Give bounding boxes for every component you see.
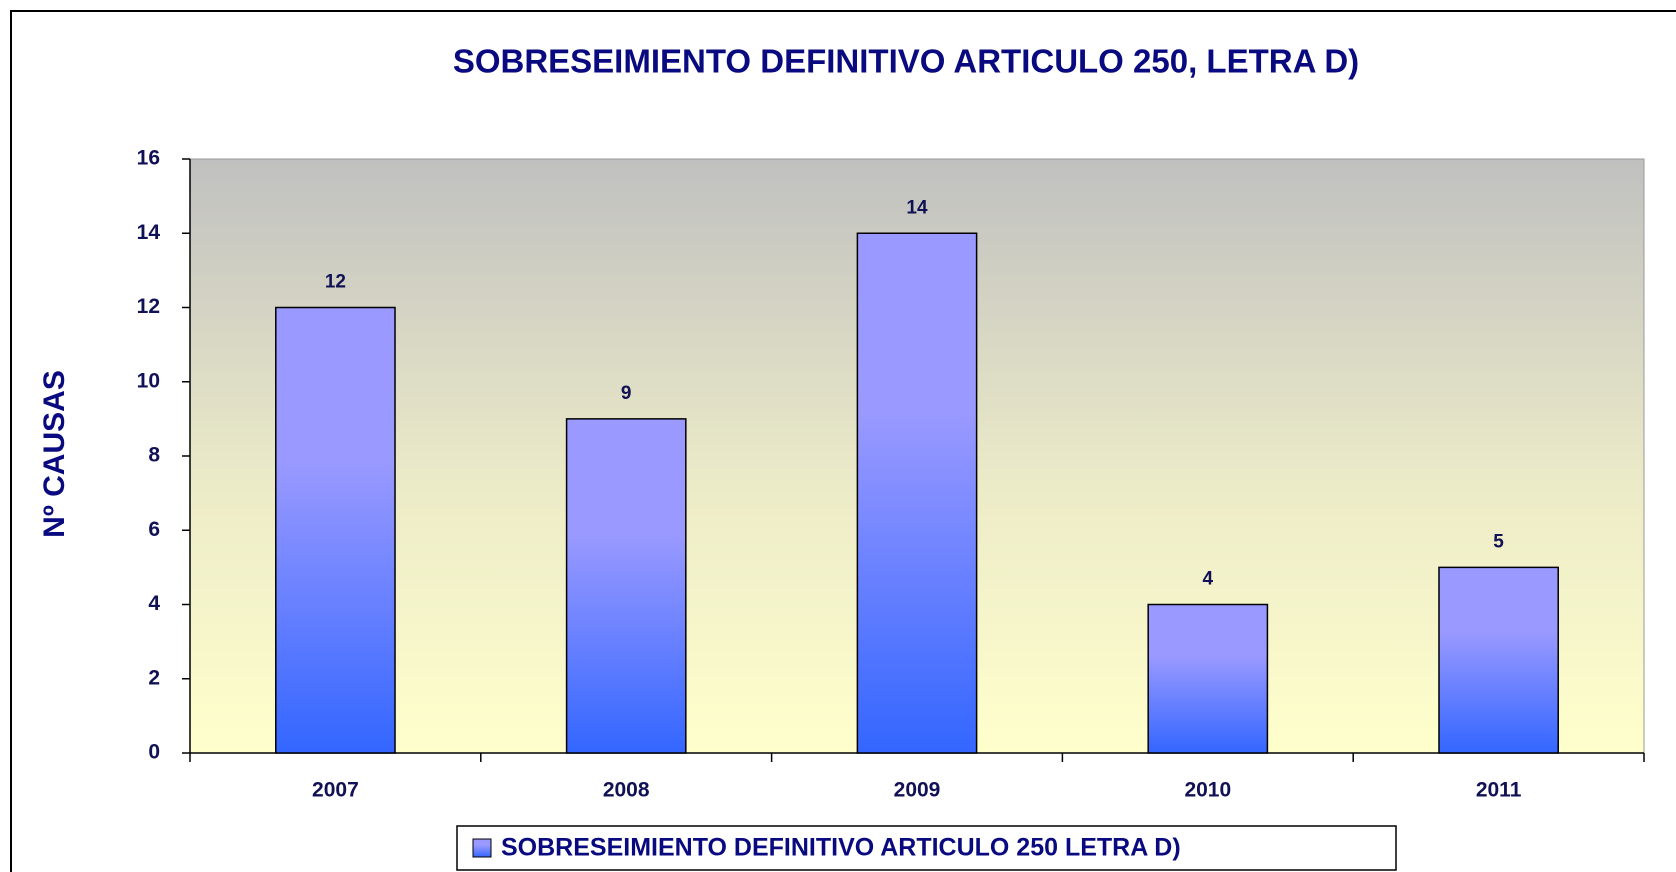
x-tick-label: 2011 [1476, 779, 1522, 802]
chart-title: SOBRESEIMIENTO DEFINITIVO ARTICULO 250, … [453, 43, 1359, 80]
value-label: 14 [906, 197, 928, 218]
bar [565, 418, 687, 754]
value-label: 12 [325, 272, 346, 293]
y-tick-label: 2 [148, 666, 160, 689]
y-tick-label: 10 [137, 369, 160, 392]
y-tick-label: 6 [148, 518, 160, 541]
y-tick-label: 8 [148, 444, 160, 467]
chart-border [10, 10, 1676, 872]
value-label: 5 [1493, 531, 1504, 552]
x-tick-label: 2010 [1184, 779, 1231, 802]
bar [1147, 603, 1269, 754]
value-label: 9 [621, 383, 632, 404]
value-label: 4 [1203, 569, 1214, 590]
x-tick-label: 2008 [603, 779, 650, 802]
bar [1438, 566, 1559, 754]
legend-swatch [472, 838, 492, 858]
bar [856, 232, 978, 754]
bar [275, 306, 396, 754]
y-tick-label: 12 [137, 295, 160, 318]
y-axis-label: Nº CAUSAS [38, 370, 71, 538]
x-tick-label: 2007 [312, 779, 359, 802]
y-tick-label: 16 [137, 147, 160, 170]
y-tick-label: 14 [137, 221, 161, 244]
y-tick-label: 0 [148, 741, 160, 764]
legend-label: SOBRESEIMIENTO DEFINITIVO ARTICULO 250 L… [501, 834, 1181, 862]
legend-box [456, 825, 1397, 871]
x-tick-label: 2009 [894, 779, 941, 802]
y-tick-label: 4 [148, 592, 160, 615]
